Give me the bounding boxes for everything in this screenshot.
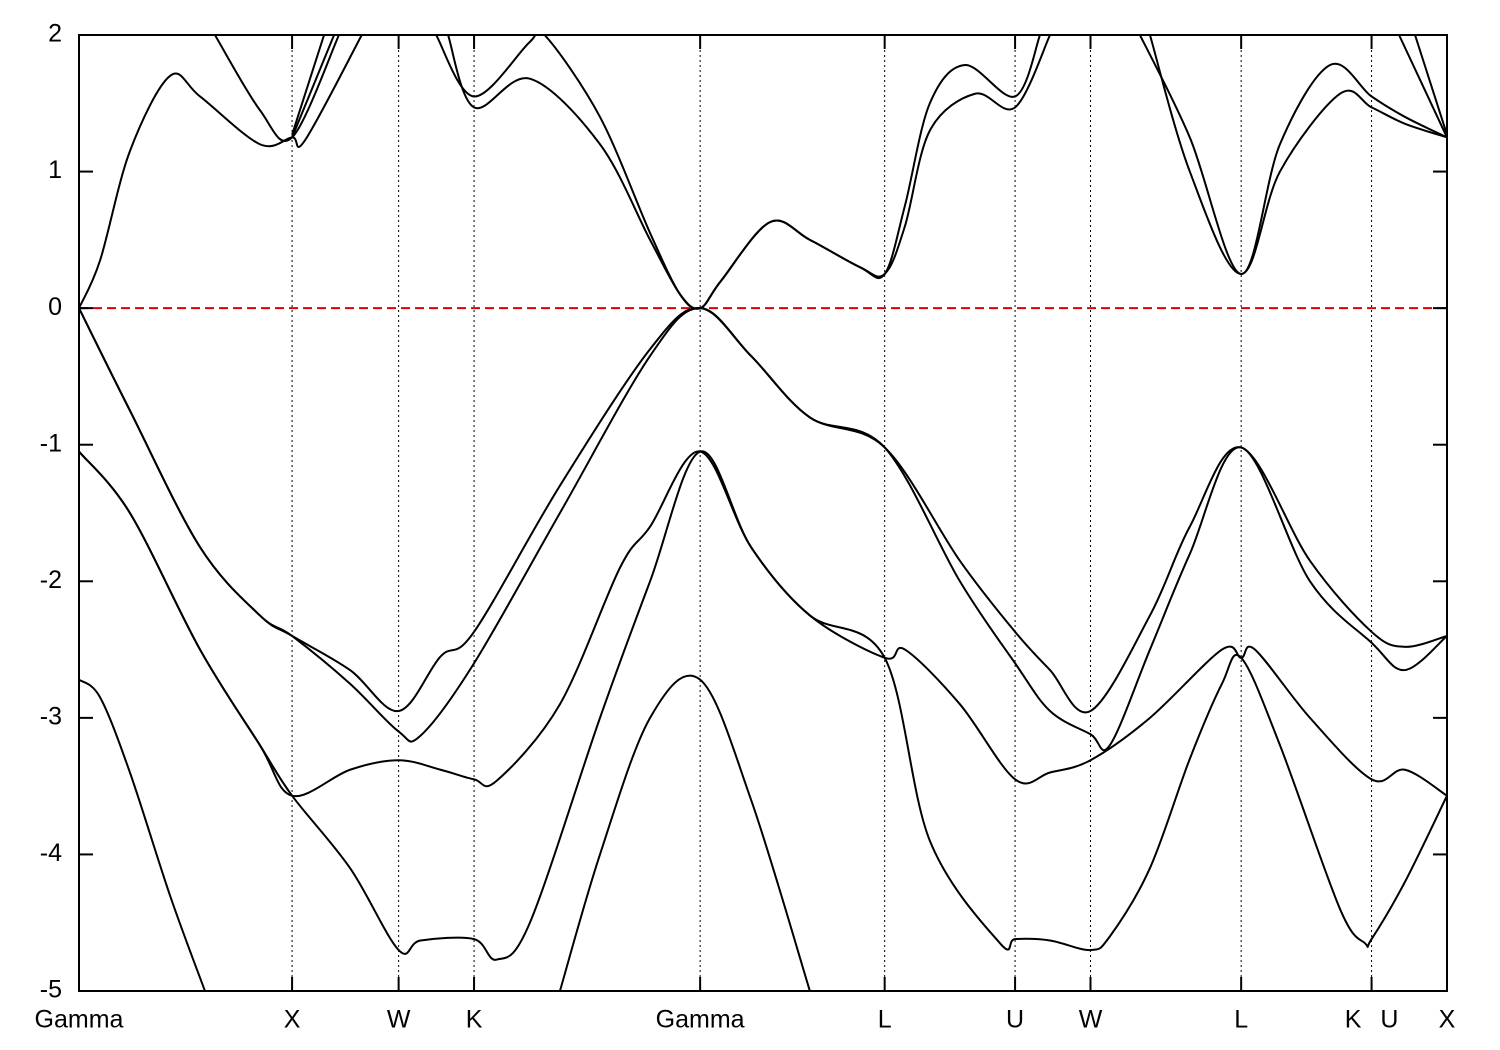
y-tick-label: -4 xyxy=(40,839,62,867)
y-tick-label: -3 xyxy=(40,702,62,730)
y-tick-label: 2 xyxy=(48,20,62,48)
axes: -5 -4 -3 -2 -1 0 1 2 Gamma X W K Gamma L U W L K U X xyxy=(35,20,1456,1034)
band-line xyxy=(79,674,811,991)
x-tick-label: X xyxy=(284,1006,301,1034)
x-tick-label: L xyxy=(878,1006,892,1034)
band-line xyxy=(214,35,1447,310)
y-tick-label: 1 xyxy=(48,156,62,184)
x-tick-label: W xyxy=(1079,1006,1103,1034)
x-tick-label: Gamma xyxy=(656,1006,745,1034)
band-line xyxy=(291,35,1447,138)
band-line xyxy=(79,307,1447,752)
y-tick-label: -1 xyxy=(40,429,62,457)
y-tick-label: -5 xyxy=(40,976,62,1004)
plot-frame xyxy=(78,34,1448,992)
y-tick-label: 0 xyxy=(48,293,62,321)
y-tick-label: -2 xyxy=(40,566,62,594)
x-tick-label: K U xyxy=(1345,1006,1399,1034)
band-line xyxy=(291,35,1447,136)
x-tick-label: X xyxy=(1439,1006,1456,1034)
x-tick-label: Gamma xyxy=(35,1006,124,1034)
x-tick-label: U xyxy=(1006,1006,1024,1034)
x-tick-label: L xyxy=(1234,1006,1248,1034)
plot-area xyxy=(79,35,1447,991)
band-line xyxy=(79,450,1447,961)
x-tick-label: K xyxy=(466,1006,483,1034)
x-tick-label: W xyxy=(387,1006,411,1034)
